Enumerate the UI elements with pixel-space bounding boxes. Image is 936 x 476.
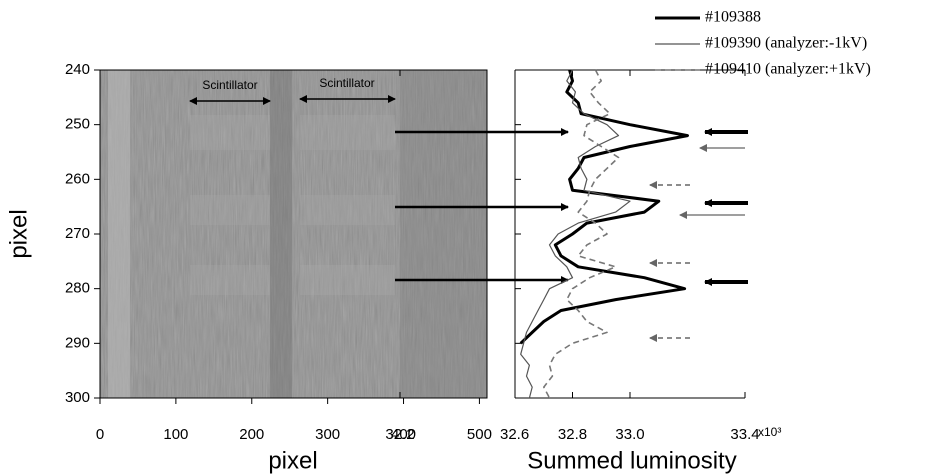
camera-image: [99, 69, 488, 399]
x-tick-label: 32.6: [500, 426, 529, 443]
x-axis-label: Summed luminosity: [527, 447, 736, 474]
x-tick-label: 33.0: [615, 426, 644, 443]
x-tick-label: 32.8: [558, 426, 587, 443]
x-tick-label: 500: [467, 426, 492, 443]
y-tick-label: 290: [65, 334, 90, 351]
x-tick-label: 33.4: [730, 426, 759, 443]
y-tick-label: 300: [65, 389, 90, 406]
peak-arrows: [395, 128, 748, 342]
series-line: [543, 69, 620, 399]
x-tick-label: 400: [391, 426, 416, 443]
scintillator-arrows: [189, 95, 396, 105]
x-tick-label: 100: [163, 426, 188, 443]
legend-label: #109390 (analyzer:-1kV): [705, 35, 867, 52]
y-tick-label: 260: [65, 170, 90, 187]
x-axis-label: pixel: [268, 447, 317, 474]
x-tick-label: 200: [239, 426, 264, 443]
legend-label: #109410 (analyzer:+1kV): [705, 61, 871, 78]
y-tick-label: 270: [65, 225, 90, 242]
x-tick-label: 32.2: [385, 426, 414, 443]
series-line: [519, 69, 689, 345]
y-tick-label: 280: [65, 280, 90, 297]
x-tick-label: 0: [96, 426, 104, 443]
y-tick-label: 240: [65, 61, 90, 78]
x-tick-label: 300: [315, 426, 340, 443]
annotation: Scintillator: [202, 78, 257, 92]
legend-label: #109388: [705, 9, 761, 26]
x-multiplier: x10³: [758, 425, 781, 439]
y-tick-label: 250: [65, 116, 90, 133]
annotation: Scintillator: [319, 76, 374, 90]
series-line: [520, 69, 631, 399]
y-axis-label: pixel: [5, 209, 32, 258]
